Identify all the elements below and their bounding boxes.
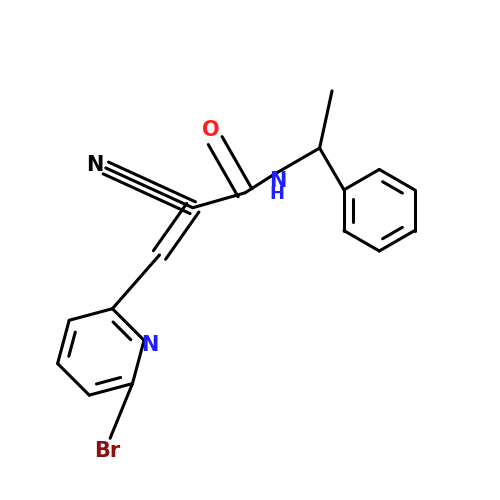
Text: N: N: [142, 336, 158, 355]
Text: N: N: [268, 172, 286, 192]
Text: H: H: [270, 186, 285, 204]
Text: O: O: [202, 120, 220, 140]
Text: N: N: [86, 156, 104, 176]
Text: Br: Br: [94, 440, 120, 460]
